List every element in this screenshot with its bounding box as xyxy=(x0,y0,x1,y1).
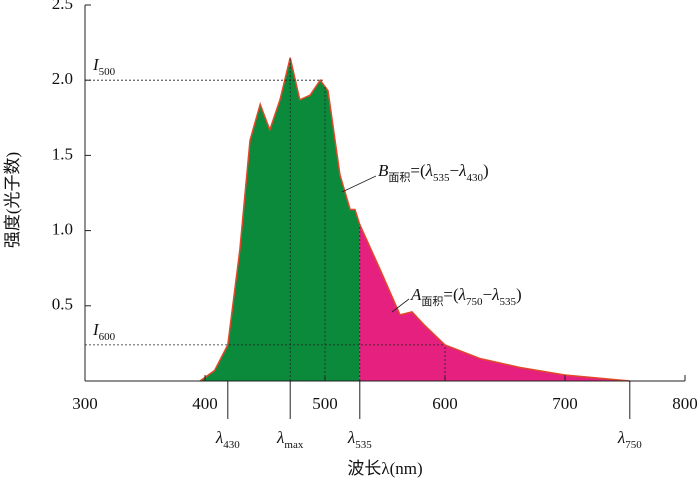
text-part: =( xyxy=(443,285,459,304)
y-tick-label: 0.5 xyxy=(52,295,73,314)
text-part: λ xyxy=(458,285,466,304)
annotation-leader xyxy=(341,175,377,193)
y-tick-label: 1.5 xyxy=(52,144,73,163)
subscript: 430 xyxy=(223,439,240,451)
subscript: 600 xyxy=(99,330,116,342)
annotation-leader xyxy=(391,298,410,313)
x-tick-label: 300 xyxy=(72,394,98,413)
marker-label: λ750 xyxy=(617,428,642,451)
symbol: λ xyxy=(276,428,284,447)
y-tick-label: 1.0 xyxy=(52,220,73,239)
text-part: λ xyxy=(491,285,499,304)
text-part: =( xyxy=(410,161,426,180)
text-part: − xyxy=(450,161,460,180)
x-tick-label: 500 xyxy=(312,394,338,413)
text-part: A xyxy=(410,285,422,304)
x-tick-label: 700 xyxy=(552,394,578,413)
annotation: A面积=(λ750−λ535) xyxy=(410,285,522,308)
annotation: B面积=(λ535−λ430) xyxy=(378,161,489,184)
subscript: 535 xyxy=(355,439,372,451)
text-part: ) xyxy=(516,285,522,304)
x-tick-label: 600 xyxy=(432,394,458,413)
subscript: 750 xyxy=(625,439,642,451)
reference-label: I600 xyxy=(92,320,116,343)
subscript: 500 xyxy=(99,66,116,78)
text-part: B xyxy=(378,161,389,180)
y-tick-label: 2.0 xyxy=(52,69,73,88)
symbol: λ xyxy=(215,428,223,447)
text-part: 430 xyxy=(466,172,483,184)
text-part: 750 xyxy=(466,296,483,308)
area-pink xyxy=(359,224,630,381)
subscript: max xyxy=(284,439,303,451)
x-axis-title: 波长λ(nm) xyxy=(347,459,422,478)
symbol: I xyxy=(92,55,100,74)
marker-label: λ535 xyxy=(347,428,372,451)
y-axis-title: 强度(光子数) xyxy=(3,152,22,248)
text-part: 面积 xyxy=(421,295,443,308)
text-part: 面积 xyxy=(388,171,410,184)
x-tick-label: 800 xyxy=(672,394,698,413)
marker-label: λmax xyxy=(276,428,304,451)
symbol: λ xyxy=(347,428,355,447)
x-tick-label: 400 xyxy=(192,394,218,413)
spectrum-line xyxy=(199,57,630,382)
marker-label: λ430 xyxy=(215,428,240,451)
symbol: I xyxy=(92,320,100,339)
area-green xyxy=(199,57,360,381)
text-part: ) xyxy=(483,161,489,180)
reference-label: I500 xyxy=(92,55,116,78)
text-part: 535 xyxy=(499,296,516,308)
text-part: 535 xyxy=(433,172,450,184)
y-tick-label: 2.5 xyxy=(52,0,73,13)
symbol: λ xyxy=(617,428,625,447)
text-part: λ xyxy=(458,161,466,180)
text-part: − xyxy=(483,285,493,304)
text-part: λ xyxy=(425,161,433,180)
